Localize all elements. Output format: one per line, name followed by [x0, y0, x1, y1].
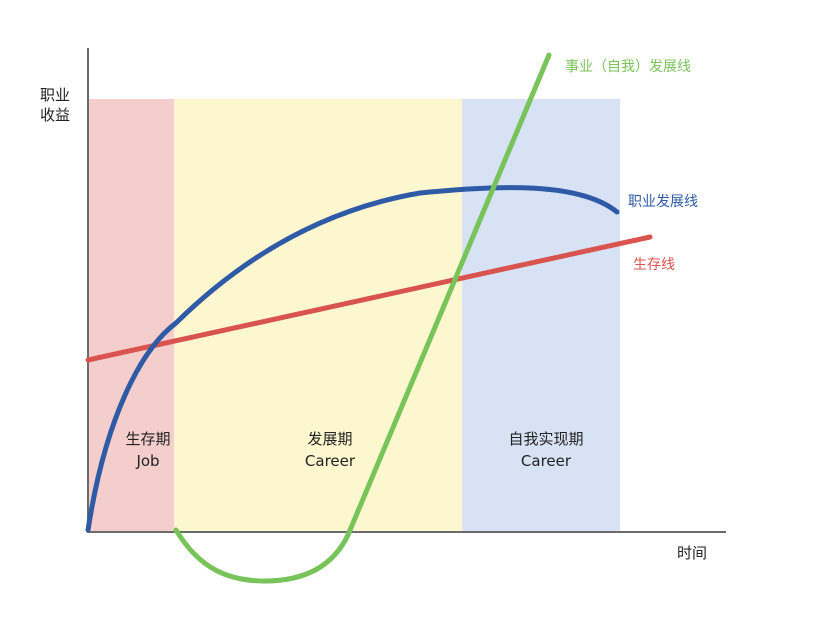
phase-name-self-realization: 自我实现期	[508, 430, 584, 448]
phase-english-development: Career	[304, 452, 356, 470]
survival-line	[85, 234, 653, 363]
phase-english-self-realization: Career	[520, 452, 572, 470]
phase-label-development: 发展期 Career	[270, 428, 390, 472]
phase-band-self-realization	[462, 99, 620, 532]
x-axis-label: 时间	[677, 544, 708, 562]
phase-name-survival: 生存期	[125, 430, 171, 448]
occupation-development-line	[85, 185, 620, 533]
phase-english-survival: Job	[136, 452, 160, 470]
phase-band-development	[174, 99, 462, 532]
y-axis-label-line-1: 职业	[40, 86, 71, 104]
survival-line-label: 生存线	[633, 257, 675, 273]
occupation-line-label: 职业发展线	[628, 194, 698, 210]
phase-name-development: 发展期	[307, 430, 353, 448]
phase-label-survival: 生存期 Job	[88, 428, 208, 472]
y-axis-label-line-2: 收益	[40, 106, 71, 124]
career-line-label: 事业（自我）发展线	[565, 59, 691, 75]
y-axis-label: 职业 收益	[40, 85, 70, 125]
career-development-line	[173, 52, 552, 584]
phase-label-self-realization: 自我实现期 Career	[486, 428, 606, 472]
